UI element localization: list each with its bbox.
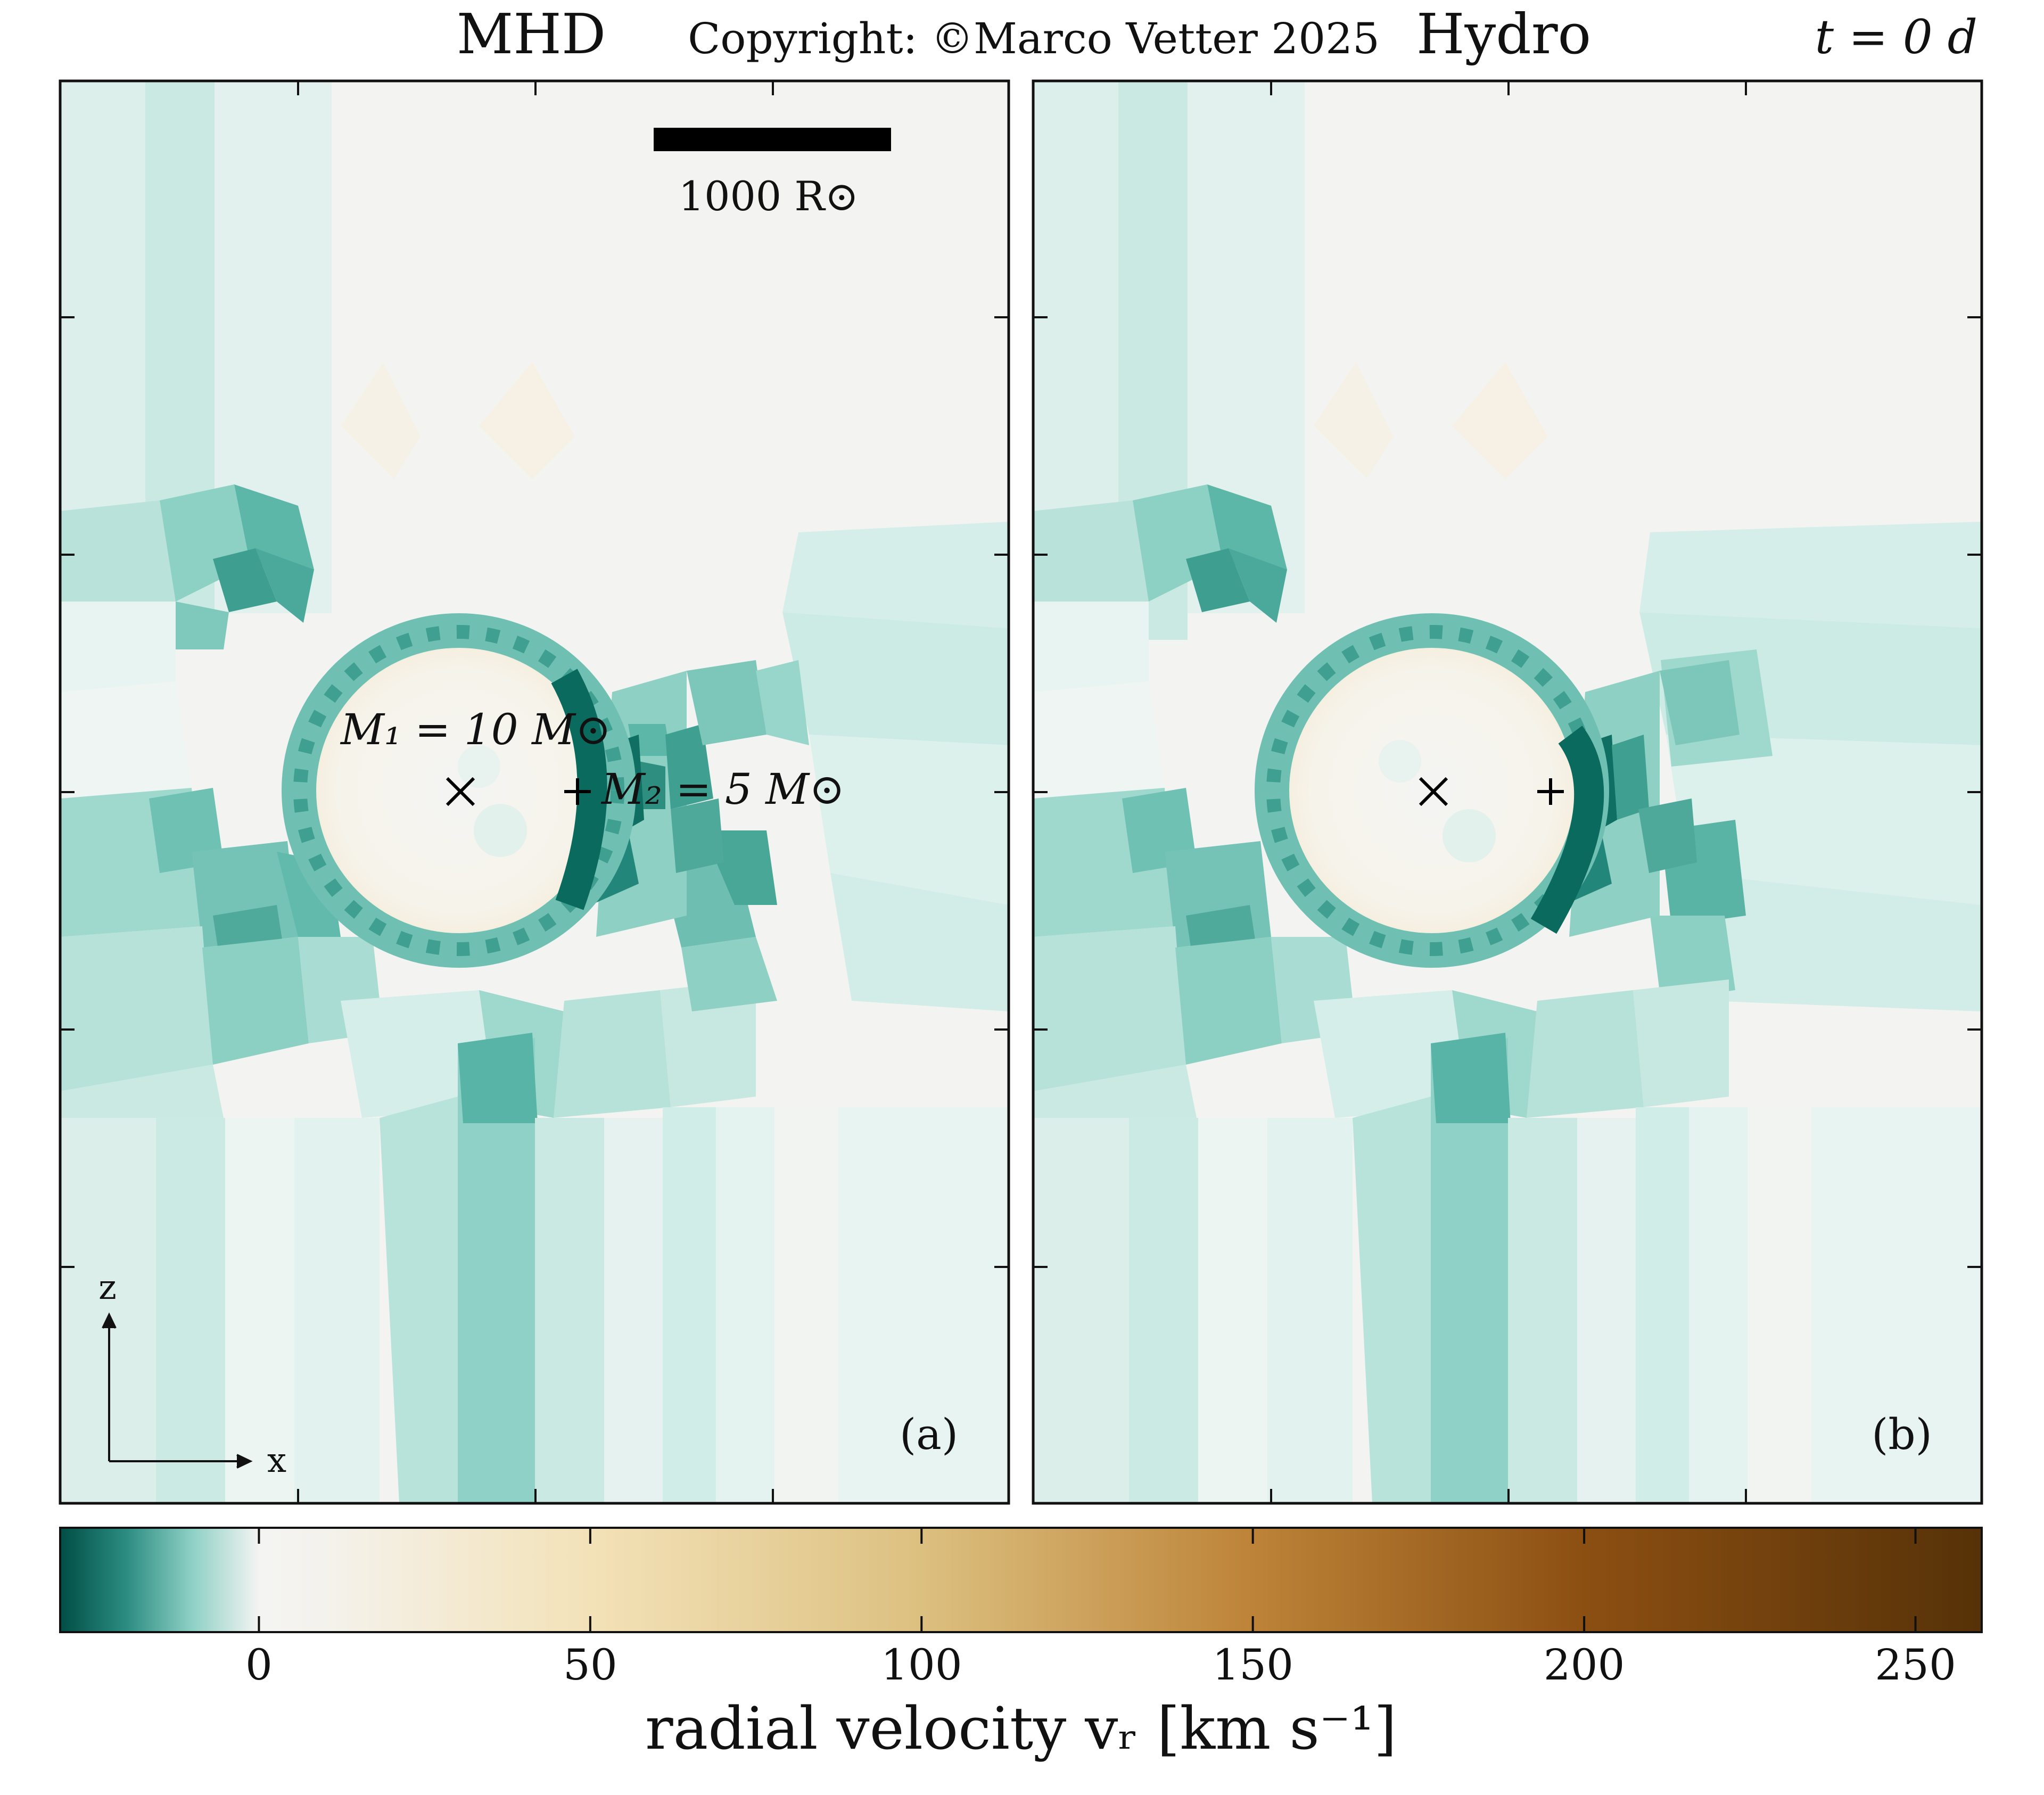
primary-star-label: M₁ = 10 M⊙ xyxy=(340,705,611,754)
secondary-star-label: M₂ = 5 M⊙ xyxy=(600,764,845,814)
copyright-text: Copyright: ©Marco Vetter 2025 xyxy=(688,14,1380,63)
panel-b-title: Hydro xyxy=(1416,2,1591,67)
axis-x-label: x xyxy=(267,1441,286,1480)
panel-a-label: (a) xyxy=(900,1410,958,1459)
panel-b: (b) xyxy=(1032,79,1983,1505)
primary-star-marker xyxy=(446,777,475,806)
secondary-star-marker-b xyxy=(1537,778,1564,805)
panel-a-title: MHD xyxy=(457,2,606,67)
secondary-star-marker xyxy=(564,778,591,805)
axis-indicator xyxy=(102,1312,253,1469)
scale-bar xyxy=(654,128,891,151)
primary-star-marker-b xyxy=(1419,777,1448,806)
panel-a-map xyxy=(60,81,1009,1503)
panel-b-ticks xyxy=(1033,81,1982,1503)
time-label: t = 0 d xyxy=(1815,10,1977,64)
colorbar-tick-label-5: 250 xyxy=(1875,1640,1956,1690)
colorbar-tick-label-4: 200 xyxy=(1544,1640,1625,1690)
panel-a-ticks xyxy=(60,81,1009,1503)
panel-b-map xyxy=(1033,81,1982,1503)
colorbar-tick-label-0: 0 xyxy=(245,1640,273,1690)
colorbar-label: radial velocity vᵣ [km s⁻¹] xyxy=(645,1694,1397,1763)
panel-a: 1000 R⊙ M₁ = 10 M⊙ M₂ = 5 M⊙ z x (a) xyxy=(59,79,1010,1505)
axis-z-label: z xyxy=(98,1268,117,1307)
colorbar-tick-label-3: 150 xyxy=(1212,1640,1293,1690)
colorbar-tick-label-2: 100 xyxy=(881,1640,962,1690)
colorbar: 0 50 100 150 200 250 radial velocity vᵣ [km s… xyxy=(59,1527,1983,1763)
colorbar-fill xyxy=(59,1527,1983,1633)
scale-bar-label: 1000 R⊙ xyxy=(679,172,859,220)
colorbar-ticks: 0 50 100 150 200 250 xyxy=(245,1528,1956,1690)
colorbar-tick-label-1: 50 xyxy=(563,1640,617,1690)
panel-b-label: (b) xyxy=(1872,1410,1932,1459)
